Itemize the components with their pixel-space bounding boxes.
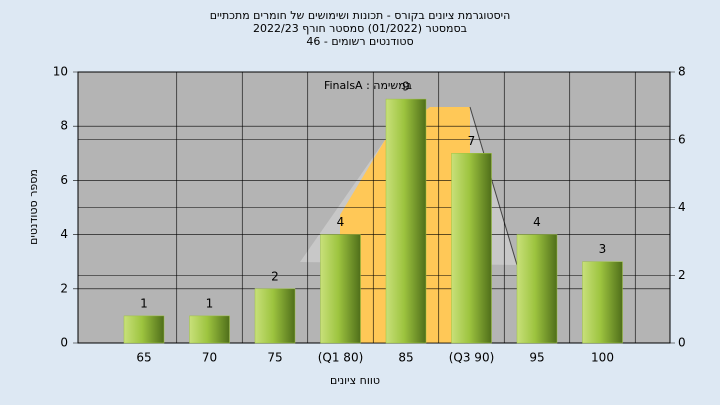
- x-tick-label: (Q3 90): [449, 351, 495, 365]
- bar: [254, 288, 296, 344]
- y2-tick-label: 8: [678, 65, 686, 79]
- data-label: 9: [402, 80, 410, 94]
- data-label: 4: [337, 215, 345, 229]
- annotation: במשימה : FinalsA: [324, 79, 412, 92]
- title-line: היסטוגרמת ציונים בקורס - תכונות ושימושים…: [210, 9, 511, 22]
- bar: [123, 315, 165, 344]
- x-tick-label: 65: [136, 351, 151, 365]
- y-axis-label: מספר סטודנטים: [27, 169, 40, 245]
- data-label: 1: [140, 296, 148, 310]
- y-tick-label: 0: [60, 336, 68, 350]
- distribution-edge: [469, 106, 518, 266]
- bar: [385, 98, 427, 344]
- title-line: בסמסטר (01/2022) סמסטר חורף 2022/23: [253, 22, 467, 35]
- data-label: 7: [468, 134, 476, 148]
- data-label: 3: [599, 242, 607, 256]
- y2-tick-label: 0: [678, 336, 686, 350]
- title: היסטוגרמת ציונים בקורס - תכונות ושימושים…: [210, 9, 511, 48]
- y-tick-label: 4: [60, 227, 68, 241]
- x-axis-label: טווח ציונים: [330, 374, 380, 387]
- y2-tick-label: 2: [678, 268, 686, 282]
- y-tick-label: 6: [60, 173, 68, 187]
- x-tick-label: 95: [529, 351, 544, 365]
- y-tick-label: 2: [60, 281, 68, 295]
- bar: [189, 315, 230, 344]
- x-tick-label: 100: [591, 351, 614, 365]
- y-tick-label: 10: [53, 65, 68, 79]
- y2-tick-label: 4: [678, 200, 686, 214]
- x-tick-label: 75: [267, 351, 282, 365]
- y2-tick-label: 6: [678, 132, 686, 146]
- title-line: 46 - סטודנטים רשומים: [306, 35, 413, 48]
- x-tick-label: (Q1 80): [318, 351, 364, 365]
- bar: [582, 261, 623, 344]
- bar: [320, 234, 361, 344]
- bar: [516, 234, 558, 344]
- bar: [451, 153, 492, 344]
- x-tick-label: 70: [202, 351, 217, 365]
- data-label: 4: [533, 215, 541, 229]
- x-tick-label: 85: [398, 351, 413, 365]
- data-label: 2: [271, 269, 279, 283]
- data-label: 1: [206, 296, 214, 310]
- y-tick-label: 8: [60, 119, 68, 133]
